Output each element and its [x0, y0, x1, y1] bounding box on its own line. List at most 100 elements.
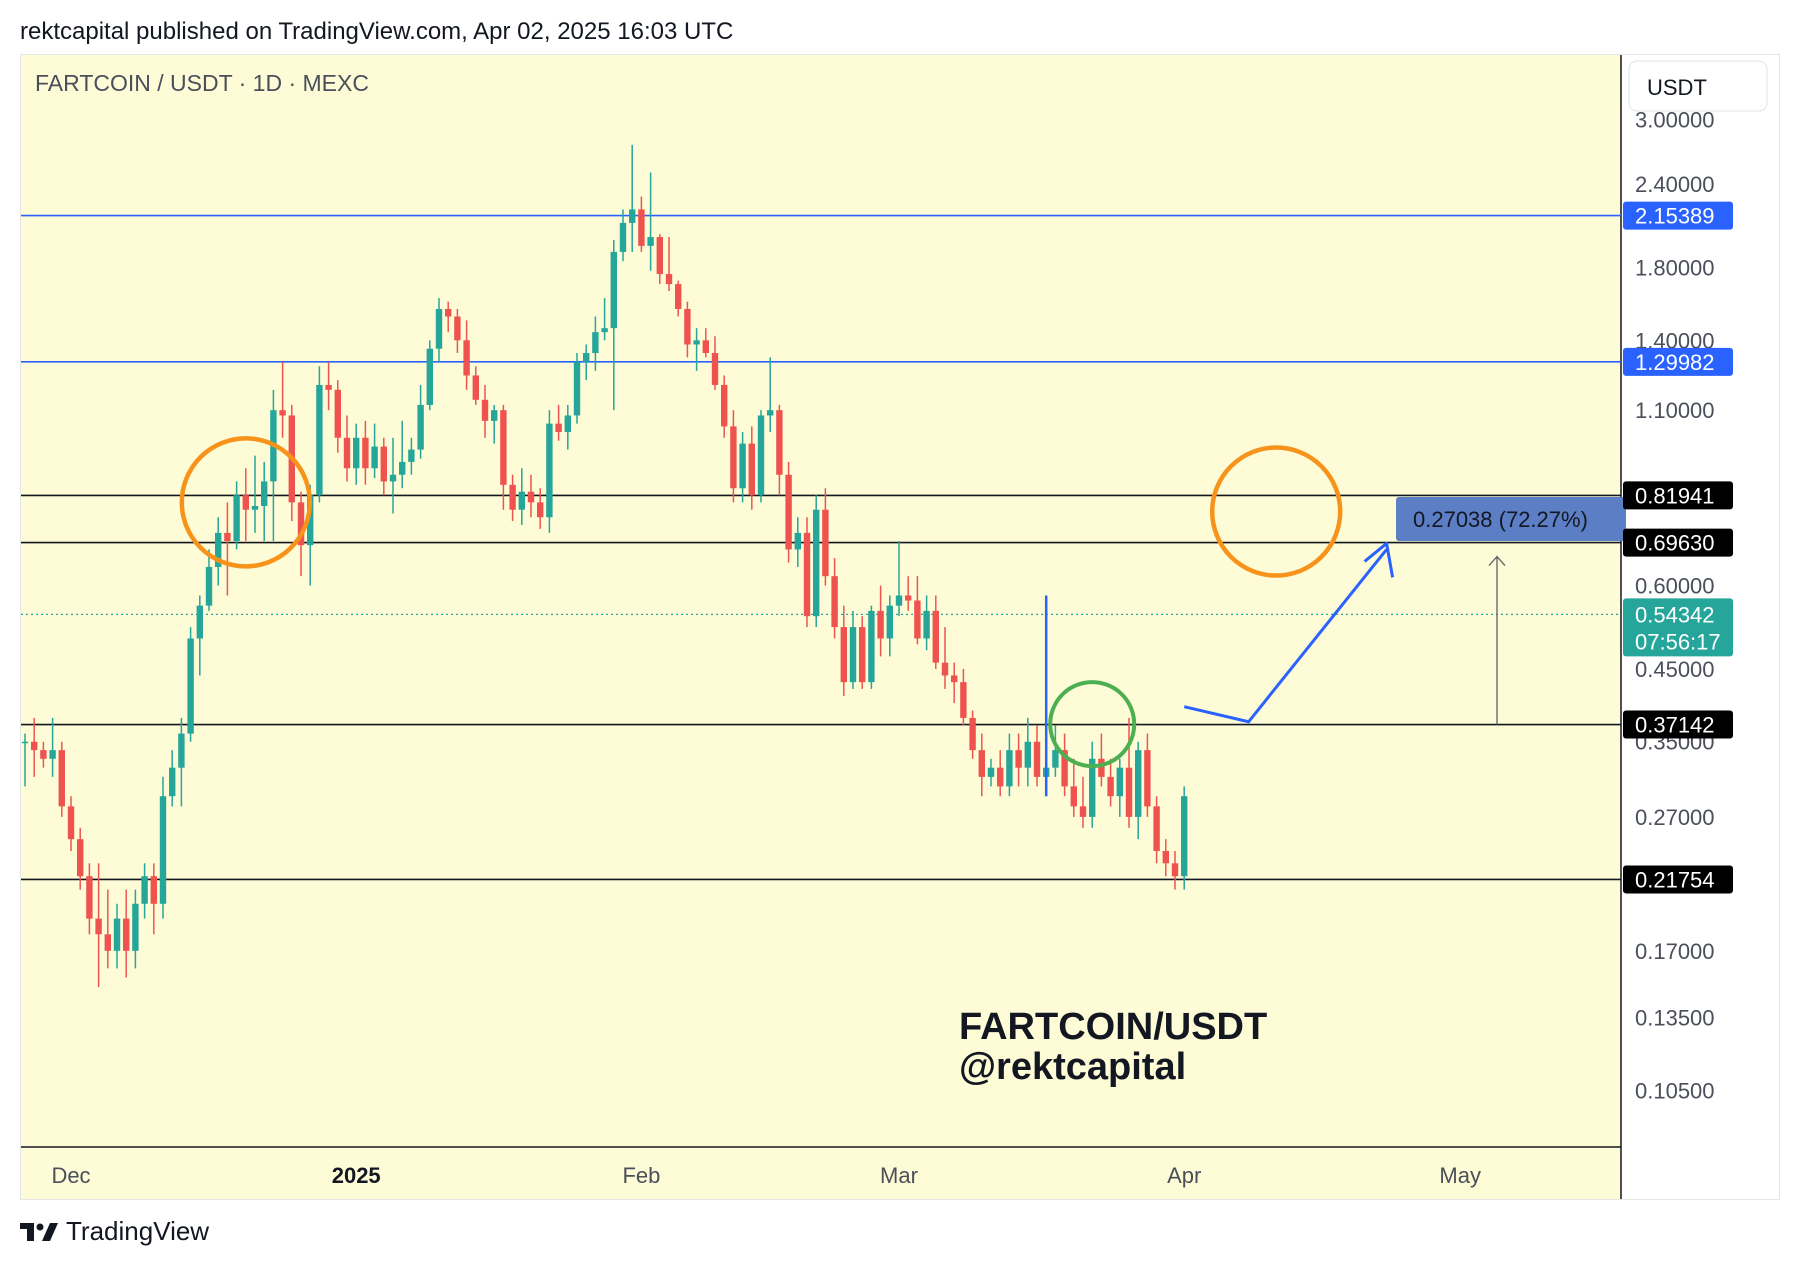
- axes: 3.000002.400001.800001.400001.100000.600…: [51, 108, 1733, 1188]
- price-tick-label: 0.17000: [1635, 939, 1715, 964]
- price-tick-label: 2.40000: [1635, 172, 1715, 197]
- candle-body: [1107, 776, 1114, 797]
- level-price-label: 2.15389: [1635, 204, 1715, 229]
- candle-body: [77, 839, 84, 877]
- candle-body: [877, 610, 884, 639]
- candle-body: [721, 384, 728, 427]
- level-price-tag: [1623, 528, 1733, 557]
- candle-body: [389, 474, 397, 482]
- candle-body: [242, 495, 249, 510]
- candle-body: [169, 767, 176, 797]
- orange-circle: [1209, 445, 1343, 578]
- price-tick-label: 1.80000: [1635, 256, 1715, 281]
- candle-body: [748, 443, 755, 496]
- candle-body: [794, 532, 801, 550]
- candle-body: [997, 767, 1004, 787]
- candle-body: [104, 934, 111, 951]
- candle-body: [316, 384, 323, 496]
- candle-body: [224, 532, 231, 542]
- candle-body: [1135, 750, 1142, 817]
- currency-button[interactable]: USDT: [1628, 60, 1768, 112]
- candle-body: [757, 415, 765, 496]
- candle-body: [776, 410, 783, 475]
- candle-body: [343, 437, 351, 469]
- footer-brand[interactable]: TradingView: [20, 1216, 209, 1247]
- price-tick-label: 0.27000: [1635, 805, 1715, 830]
- candle-body: [472, 375, 479, 400]
- time-tick-label: Feb: [622, 1163, 660, 1188]
- candle-body: [86, 876, 93, 919]
- candle-body: [187, 638, 194, 734]
- level-price-label: 0.69630: [1635, 531, 1715, 556]
- price-tick-label: 1.10000: [1635, 398, 1715, 423]
- candle-body: [656, 237, 663, 275]
- plot-background: [21, 55, 1621, 1147]
- candle-body: [527, 491, 535, 503]
- measure-label-box: [1396, 496, 1626, 541]
- candle-body: [509, 484, 516, 510]
- candle-body: [1181, 796, 1188, 877]
- time-tick-label: Mar: [880, 1163, 918, 1188]
- candle-body: [279, 410, 286, 416]
- candle-body: [1033, 741, 1041, 777]
- candle-body: [408, 449, 415, 462]
- price-tick-label: 0.13500: [1635, 1006, 1715, 1031]
- candle-body: [463, 340, 470, 376]
- candle-body: [1171, 863, 1179, 877]
- candle-body: [141, 876, 148, 904]
- chart-container[interactable]: 0.27038 (72.27%) 3.00000 2.40000 1.80000 1.…: [20, 54, 1780, 1200]
- candle-body: [21, 741, 29, 744]
- candle-body: [537, 502, 544, 518]
- last-price-tag: [1623, 598, 1733, 657]
- candle-body: [1125, 767, 1133, 817]
- level-price-label: 1.29982: [1635, 350, 1715, 375]
- publish-info: rektcapital published on TradingView.com…: [20, 18, 734, 45]
- candle-body: [481, 399, 489, 421]
- projection-path: [1183, 548, 1388, 724]
- candle-body: [491, 410, 498, 421]
- candle-body: [150, 876, 157, 904]
- price-tick-label: 0.10500: [1635, 1078, 1715, 1103]
- candle-body: [454, 316, 461, 341]
- candle-body: [1052, 750, 1059, 768]
- candles: [21, 144, 1188, 988]
- annotations: 0.27038 (72.27%): [179, 436, 1626, 797]
- level-price-label: 0.21754: [1635, 867, 1715, 892]
- candle-body: [951, 675, 958, 683]
- candle-body: [978, 750, 985, 777]
- candle-body: [435, 308, 443, 349]
- candle-body: [178, 733, 185, 768]
- projection-arrowhead: [1363, 541, 1395, 578]
- candle-body: [132, 903, 139, 951]
- candle-body: [1015, 750, 1022, 768]
- candle-body: [1144, 750, 1151, 807]
- candle-body: [905, 595, 912, 601]
- candle-body: [555, 423, 562, 433]
- candle-body: [629, 209, 636, 223]
- candle-body: [684, 308, 691, 345]
- level-price-tag: [1623, 865, 1733, 894]
- level-price-tag: [1623, 201, 1733, 230]
- candle-body: [1070, 786, 1077, 807]
- candlestick-chart[interactable]: 0.27038 (72.27%) 3.00000 2.40000 1.80000 1.…: [21, 55, 1780, 1200]
- candle-body: [1098, 758, 1105, 777]
- candle-body: [196, 605, 203, 639]
- time-axis-background: [21, 1147, 1621, 1199]
- time-tick-label: Apr: [1167, 1163, 1201, 1188]
- watermark-pair: FARTCOIN/USDT: [959, 1006, 1267, 1048]
- candle-body: [638, 209, 645, 246]
- candle-body: [886, 605, 893, 639]
- candle-body: [1079, 806, 1087, 817]
- candle-body: [1153, 806, 1160, 851]
- footer-brand-label: TradingView: [66, 1216, 210, 1246]
- candle-body: [647, 237, 654, 246]
- candle-body: [969, 717, 976, 751]
- candle-body: [739, 443, 746, 489]
- candle-body: [693, 340, 700, 345]
- candle-body: [1061, 750, 1068, 787]
- price-tick-label: 3.00000: [1635, 108, 1715, 133]
- time-tick-label: May: [1439, 1163, 1481, 1188]
- countdown-label: 07:56:17: [1635, 629, 1721, 654]
- candle-body: [205, 566, 213, 606]
- candle-body: [849, 627, 857, 683]
